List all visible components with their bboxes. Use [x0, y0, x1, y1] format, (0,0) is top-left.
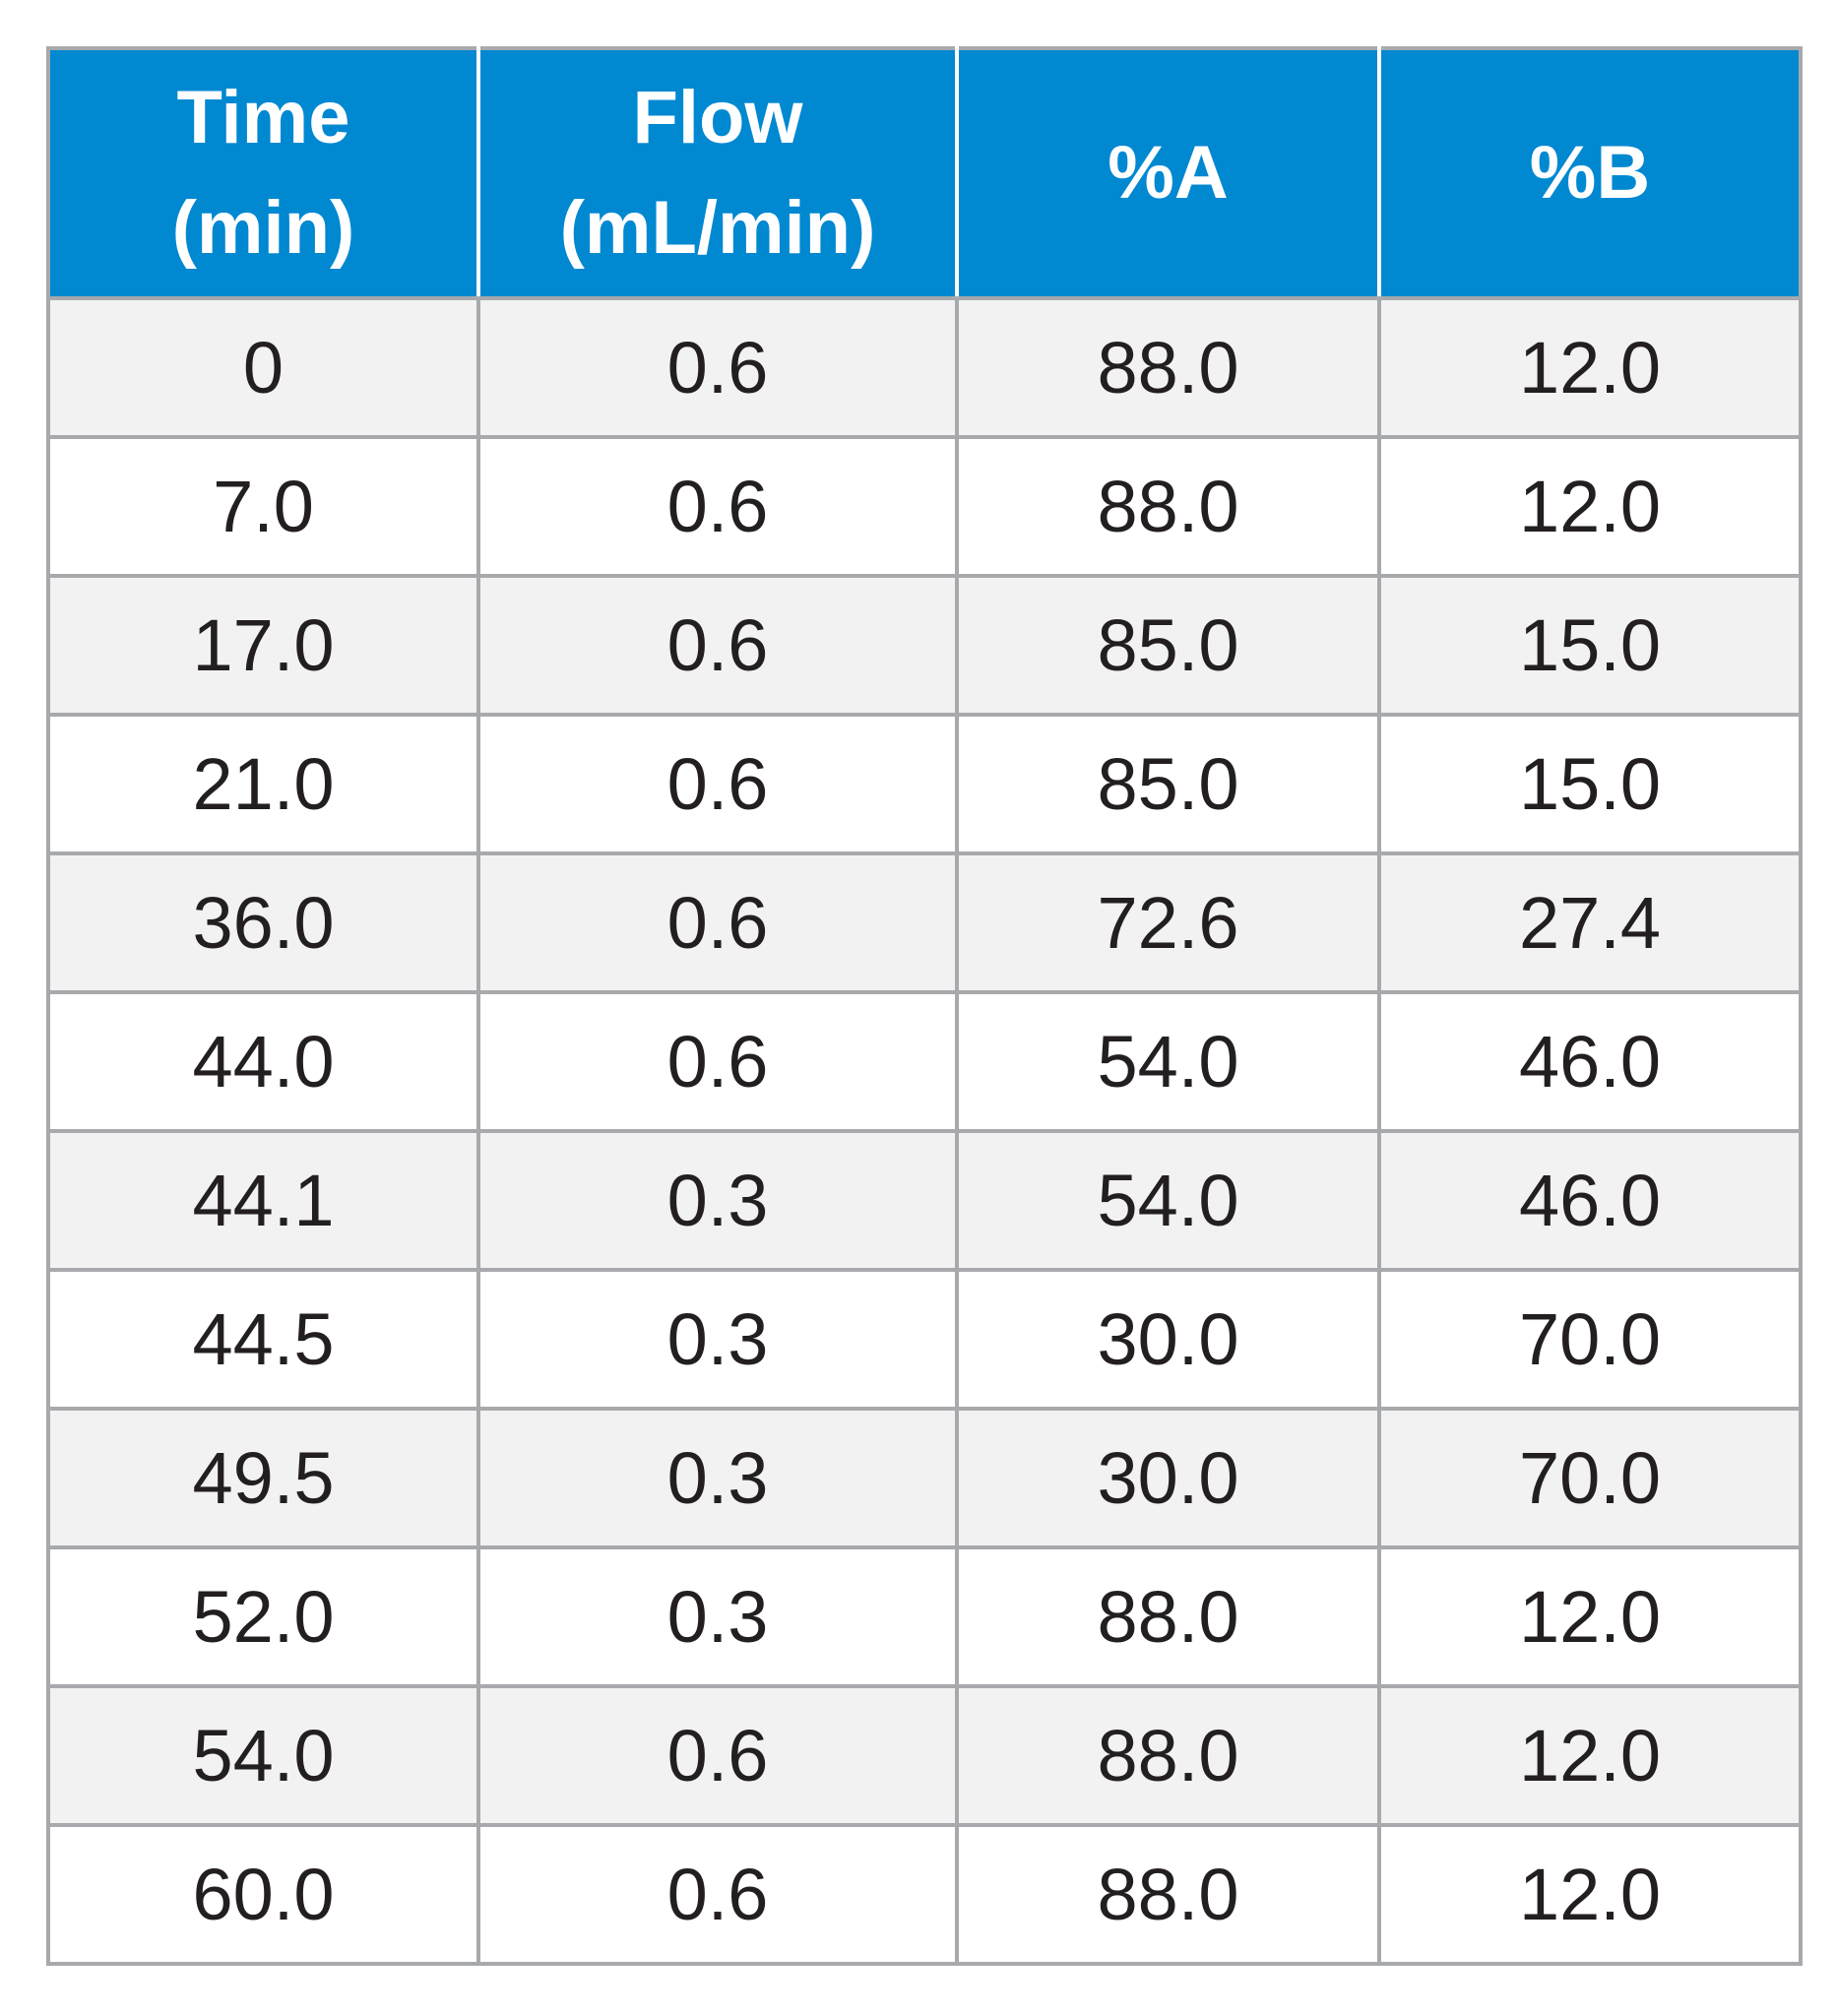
header-row: Time (min) Flow (mL/min) %A %B	[48, 48, 1801, 300]
cell-flow: 0.3	[476, 1407, 959, 1549]
cell-time: 54.0	[46, 1684, 480, 1827]
cell-percent-b: 70.0	[1377, 1407, 1803, 1549]
table-row: 52.0 0.3 88.0 12.0	[46, 1545, 1803, 1688]
table-body: 0 0.6 88.0 12.0 7.0 0.6 88.0 12.0 17.0 0.6 85.0 15.…	[46, 296, 1803, 1966]
table-row: 54.0 0.6 88.0 12.0	[46, 1684, 1803, 1827]
cell-percent-a: 88.0	[955, 1545, 1381, 1688]
cell-percent-b: 46.0	[1377, 1129, 1803, 1272]
cell-time: 44.0	[46, 990, 480, 1133]
cell-percent-b: 46.0	[1377, 990, 1803, 1133]
column-header-line: Flow	[632, 76, 803, 159]
cell-flow: 0.3	[476, 1129, 959, 1272]
table-row: 44.0 0.6 54.0 46.0	[46, 990, 1803, 1133]
cell-flow: 0.6	[476, 1823, 959, 1966]
column-header-line: %B	[1529, 131, 1651, 215]
cell-time: 60.0	[46, 1823, 480, 1966]
cell-percent-b: 12.0	[1377, 1684, 1803, 1827]
cell-percent-a: 88.0	[955, 1823, 1381, 1966]
cell-percent-a: 85.0	[955, 574, 1381, 717]
table-row: 60.0 0.6 88.0 12.0	[46, 1823, 1803, 1966]
cell-percent-a: 54.0	[955, 1129, 1381, 1272]
cell-percent-a: 30.0	[955, 1268, 1381, 1411]
cell-flow: 0.6	[476, 851, 959, 994]
table-row: 17.0 0.6 85.0 15.0	[46, 574, 1803, 717]
table-row: 44.1 0.3 54.0 46.0	[46, 1129, 1803, 1272]
gradient-table: Time (min) Flow (mL/min) %A %B 0 0.6 88.0 1…	[46, 46, 1803, 1966]
table-row: 0 0.6 88.0 12.0	[46, 296, 1803, 439]
table-row: 7.0 0.6 88.0 12.0	[46, 435, 1803, 578]
cell-time: 44.5	[46, 1268, 480, 1411]
cell-percent-b: 12.0	[1377, 435, 1803, 578]
cell-percent-b: 12.0	[1377, 1545, 1803, 1688]
cell-time: 7.0	[46, 435, 480, 578]
cell-flow: 0.6	[476, 296, 959, 439]
cell-flow: 0.6	[476, 713, 959, 855]
cell-flow: 0.6	[476, 1684, 959, 1827]
cell-percent-b: 12.0	[1377, 1823, 1803, 1966]
column-header-line: (mL/min)	[559, 186, 876, 270]
column-header-line: (min)	[171, 186, 355, 270]
cell-percent-b: 27.4	[1377, 851, 1803, 994]
cell-percent-b: 15.0	[1377, 713, 1803, 855]
table-row: 44.5 0.3 30.0 70.0	[46, 1268, 1803, 1411]
cell-time: 0	[46, 296, 480, 439]
table-row: 36.0 0.6 72.6 27.4	[46, 851, 1803, 994]
cell-time: 36.0	[46, 851, 480, 994]
table-row: 49.5 0.3 30.0 70.0	[46, 1407, 1803, 1549]
cell-percent-b: 12.0	[1377, 296, 1803, 439]
cell-percent-b: 15.0	[1377, 574, 1803, 717]
cell-percent-a: 30.0	[955, 1407, 1381, 1549]
column-header-flow: Flow (mL/min)	[476, 48, 959, 300]
cell-time: 49.5	[46, 1407, 480, 1549]
column-header-line: %A	[1108, 131, 1229, 215]
cell-percent-a: 88.0	[955, 296, 1381, 439]
cell-time: 44.1	[46, 1129, 480, 1272]
cell-percent-b: 70.0	[1377, 1268, 1803, 1411]
cell-flow: 0.6	[476, 435, 959, 578]
cell-time: 21.0	[46, 713, 480, 855]
column-header-percent-b: %B	[1377, 48, 1801, 300]
column-header-time: Time (min)	[48, 48, 480, 300]
cell-percent-a: 88.0	[955, 1684, 1381, 1827]
table-row: 21.0 0.6 85.0 15.0	[46, 713, 1803, 855]
cell-time: 17.0	[46, 574, 480, 717]
cell-flow: 0.6	[476, 574, 959, 717]
column-header-line: Time	[176, 76, 350, 159]
cell-percent-a: 85.0	[955, 713, 1381, 855]
cell-time: 52.0	[46, 1545, 480, 1688]
cell-flow: 0.3	[476, 1545, 959, 1688]
cell-percent-a: 88.0	[955, 435, 1381, 578]
table-header: Time (min) Flow (mL/min) %A %B	[48, 48, 1801, 300]
cell-flow: 0.6	[476, 990, 959, 1133]
cell-flow: 0.3	[476, 1268, 959, 1411]
column-header-percent-a: %A	[955, 48, 1381, 300]
cell-percent-a: 72.6	[955, 851, 1381, 994]
cell-percent-a: 54.0	[955, 990, 1381, 1133]
